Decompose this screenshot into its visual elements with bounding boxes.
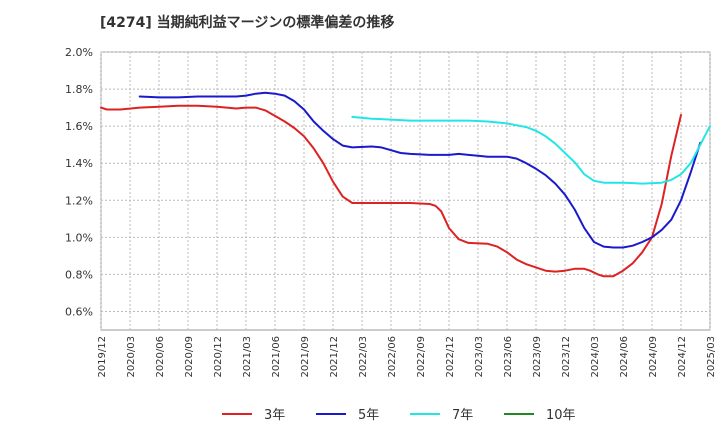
y-tick-label: 0.6% <box>65 305 93 318</box>
legend-label: 5年 <box>358 408 379 423</box>
y-tick-label: 1.8% <box>65 83 93 96</box>
x-tick-label: 2023/06 <box>503 336 514 378</box>
legend-label: 10年 <box>546 408 576 423</box>
x-tick-label: 2023/12 <box>561 336 572 378</box>
legend-label: 7年 <box>452 408 473 423</box>
y-tick-label: 1.2% <box>65 194 93 207</box>
y-tick-label: 1.0% <box>65 231 93 244</box>
x-tick-label: 2023/09 <box>532 336 543 378</box>
x-tick-label: 2024/03 <box>590 336 601 378</box>
series-line-3年 <box>100 104 682 278</box>
x-tick-label: 2022/12 <box>445 336 456 378</box>
x-tick-label: 2024/12 <box>677 336 688 378</box>
x-tick-label: 2025/03 <box>706 336 717 378</box>
x-tick-label: 2020/09 <box>184 336 195 378</box>
x-tick-label: 2020/06 <box>155 336 166 378</box>
x-tick-label: 2021/06 <box>271 336 282 378</box>
x-tick-label: 2022/06 <box>387 336 398 378</box>
y-tick-label: 0.8% <box>65 268 93 281</box>
plot-area <box>100 51 711 331</box>
x-tick-label: 2023/03 <box>474 336 485 378</box>
x-tick-label: 2024/06 <box>619 336 630 378</box>
x-tick-label: 2021/09 <box>300 336 311 378</box>
x-tick-label: 2024/09 <box>648 336 659 378</box>
x-tick-label: 2020/03 <box>126 336 137 378</box>
x-tick-label: 2019/12 <box>97 336 108 378</box>
series-line-5年 <box>138 91 702 249</box>
y-tick-label: 1.6% <box>65 120 93 133</box>
chart-title: [4274] 当期純利益マージンの標準偏差の推移 <box>100 15 395 31</box>
x-tick-label: 2021/03 <box>242 336 253 378</box>
legend-label: 3年 <box>264 408 285 423</box>
x-tick-label: 2022/09 <box>416 336 427 378</box>
x-tick-label: 2021/12 <box>329 336 340 378</box>
y-tick-label: 2.0% <box>65 46 93 59</box>
x-tick-label: 2022/03 <box>358 336 369 378</box>
y-tick-label: 1.4% <box>65 157 93 170</box>
series-line-7年 <box>351 115 711 185</box>
x-tick-label: 2020/12 <box>213 336 224 378</box>
